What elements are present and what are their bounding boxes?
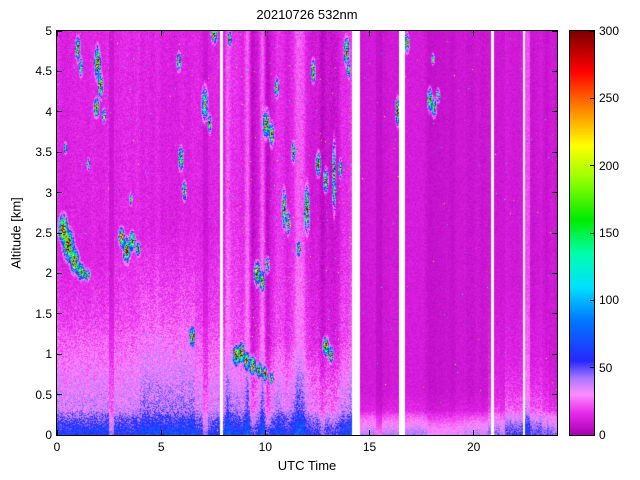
- y-tick-mark: [552, 111, 557, 113]
- y-tick-mark: [552, 272, 557, 274]
- y-tick-mark: [57, 353, 62, 355]
- y-tick-label: 2: [45, 266, 52, 281]
- y-tick-mark: [57, 313, 62, 315]
- colorbar-tick-label: 250: [599, 91, 620, 106]
- y-tick-label: 2.5: [35, 226, 52, 240]
- x-tick-mark: [473, 31, 475, 36]
- y-tick-label: 1.5: [35, 306, 52, 321]
- x-tick-mark: [369, 430, 370, 435]
- colorbar-tick-mark: [590, 434, 594, 436]
- figure-title: 20210726 532nm: [256, 7, 358, 22]
- y-tick-mark: [552, 70, 557, 72]
- colorbar-tick-mark: [590, 367, 594, 369]
- x-tick-mark: [264, 430, 266, 435]
- colorbar-tick-label: 150: [599, 226, 620, 240]
- y-tick-label: 0.5: [35, 387, 52, 402]
- colorbar-tick-label: 100: [599, 293, 620, 308]
- y-tick-mark: [57, 394, 62, 396]
- y-tick-mark: [57, 232, 62, 234]
- y-tick-label: 1: [45, 347, 52, 362]
- y-tick-label: 3: [45, 185, 52, 200]
- y-tick-mark: [552, 30, 557, 32]
- y-tick-mark: [57, 111, 62, 113]
- x-tick-label: 15: [362, 440, 377, 454]
- y-tick-label: 5: [45, 24, 52, 38]
- y-tick-mark: [57, 30, 62, 32]
- y-tick-mark: [57, 434, 62, 436]
- y-tick-mark: [57, 151, 62, 153]
- y-tick-mark: [552, 394, 557, 396]
- y-tick-mark: [552, 192, 557, 194]
- colorbar-tick-label: 200: [599, 158, 620, 173]
- y-tick-label: 4.5: [35, 64, 52, 79]
- y-tick-label: 4: [45, 104, 52, 119]
- y-tick-mark: [552, 434, 557, 436]
- x-tick-mark: [369, 31, 370, 36]
- y-tick-label: 0: [45, 428, 52, 442]
- y-tick-label: 3.5: [35, 145, 52, 160]
- y-tick-mark: [552, 232, 557, 234]
- colorbar-tick-mark: [590, 30, 594, 32]
- y-tick-mark: [552, 313, 557, 315]
- colorbar-tick-mark: [590, 232, 594, 234]
- y-tick-mark: [552, 353, 557, 355]
- heatmap-canvas: [57, 31, 557, 435]
- colorbar-tick-label: 300: [599, 24, 620, 38]
- x-tick-mark: [160, 430, 162, 435]
- y-tick-mark: [552, 151, 557, 153]
- y-tick-mark: [57, 192, 62, 194]
- y-tick-mark: [57, 70, 62, 72]
- x-tick-label: 10: [258, 440, 273, 454]
- colorbar-tick-mark: [590, 97, 594, 99]
- x-tick-mark: [160, 31, 162, 36]
- x-tick-mark: [473, 430, 475, 435]
- colorbar-tick-label: 50: [599, 360, 613, 375]
- x-tick-label: 5: [157, 440, 165, 454]
- x-tick-label: 0: [53, 440, 61, 454]
- colorbar-tick-mark: [590, 165, 594, 167]
- x-tick-mark: [56, 430, 58, 435]
- x-tick-label: 20: [466, 440, 481, 454]
- plot-area: [56, 30, 558, 436]
- colorbar-tick-label: 0: [599, 428, 606, 442]
- colorbar-tick-mark: [590, 299, 594, 301]
- x-tick-mark: [56, 31, 58, 36]
- x-tick-mark: [264, 31, 266, 36]
- x-axis-label: UTC Time: [277, 458, 337, 473]
- y-tick-mark: [57, 272, 62, 274]
